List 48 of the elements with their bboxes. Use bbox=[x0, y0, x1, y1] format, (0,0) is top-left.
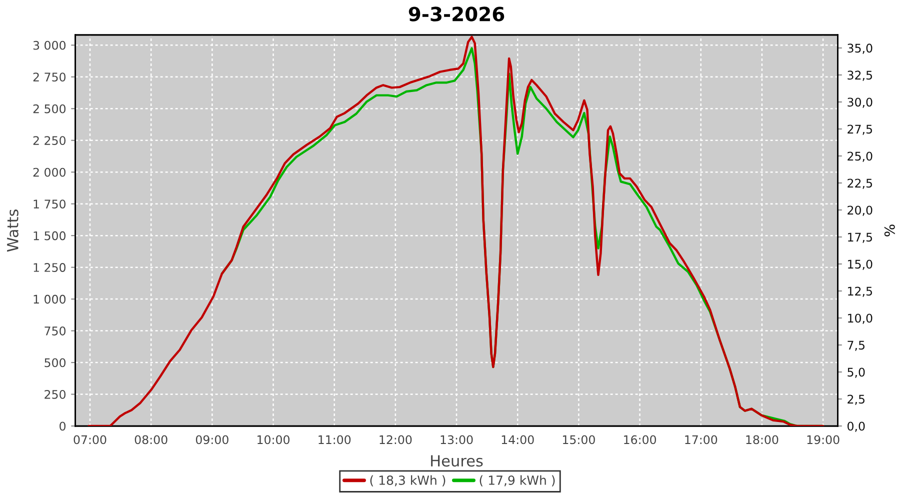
y2-tick-label: 10,0 bbox=[848, 314, 872, 324]
x-tick-label: 14:00 bbox=[502, 435, 534, 444]
x-tick-label: 17:00 bbox=[685, 435, 718, 444]
y-tick-label: 250 bbox=[44, 390, 66, 399]
legend-label: ( 17,9 kWh ) bbox=[480, 475, 555, 486]
y-tick-label: 2 750 bbox=[33, 72, 66, 82]
y2-tick-label: 7,5 bbox=[848, 340, 864, 351]
y2-tick-label: 25,0 bbox=[848, 152, 872, 162]
y-tick-label: 2 000 bbox=[33, 168, 66, 177]
y2-tick-label: 12,5 bbox=[848, 286, 872, 297]
y-tick-label: 1 500 bbox=[34, 231, 66, 240]
x-axis-title: Heures bbox=[431, 455, 483, 467]
y2-tick-label: 22,5 bbox=[848, 178, 872, 189]
y2-tick-label: 27,5 bbox=[848, 124, 872, 135]
line-series bbox=[88, 36, 824, 426]
x-tick-label: 09:00 bbox=[196, 435, 228, 444]
y-axis-title: Watts bbox=[7, 210, 18, 252]
y-tick-label: 3 000 bbox=[33, 40, 66, 50]
x-tick-label: 08:00 bbox=[134, 435, 168, 444]
x-tick-label: 11:00 bbox=[318, 435, 351, 444]
y2-tick-label: 35,0 bbox=[848, 44, 872, 54]
y2-tick-label: 30,0 bbox=[848, 98, 872, 108]
y-tick-label: 1 000 bbox=[34, 294, 66, 304]
y2-tick-label: 32,5 bbox=[848, 70, 872, 81]
y-tick-label: 2 500 bbox=[33, 104, 66, 114]
y-tick-label: 750 bbox=[44, 326, 66, 336]
y-tick-label: 2 250 bbox=[33, 136, 66, 146]
x-tick-label: 15:00 bbox=[562, 435, 595, 444]
x-tick-label: 07:00 bbox=[74, 435, 106, 444]
y-tick-label: 1 250 bbox=[34, 263, 66, 272]
y-tick-label: 500 bbox=[44, 358, 66, 368]
y2-tick-label: 17,5 bbox=[848, 232, 872, 243]
y2-tick-label: 5,0 bbox=[848, 368, 865, 378]
x-tick-label: 12:00 bbox=[380, 435, 412, 444]
x-tick-label: 19:00 bbox=[807, 435, 840, 444]
y2-tick-label: 0,0 bbox=[848, 422, 865, 432]
x-tick-label: 10:00 bbox=[258, 435, 290, 444]
x-tick-label: 18:00 bbox=[746, 435, 778, 444]
x-tick-label: 16:00 bbox=[624, 435, 656, 444]
chart-title: 9-3-2026 bbox=[408, 6, 504, 22]
y2-axis-title: % bbox=[884, 224, 895, 236]
x-tick-label: 13:00 bbox=[440, 435, 473, 444]
legend-label: ( 18,3 kWh ) bbox=[370, 475, 446, 486]
y2-tick-label: 2,5 bbox=[848, 394, 864, 405]
y2-tick-label: 15,0 bbox=[848, 260, 872, 270]
y2-tick-label: 20,0 bbox=[848, 206, 872, 216]
y-tick-label: 1 750 bbox=[34, 200, 66, 208]
y-tick-label: 0 bbox=[60, 422, 66, 431]
